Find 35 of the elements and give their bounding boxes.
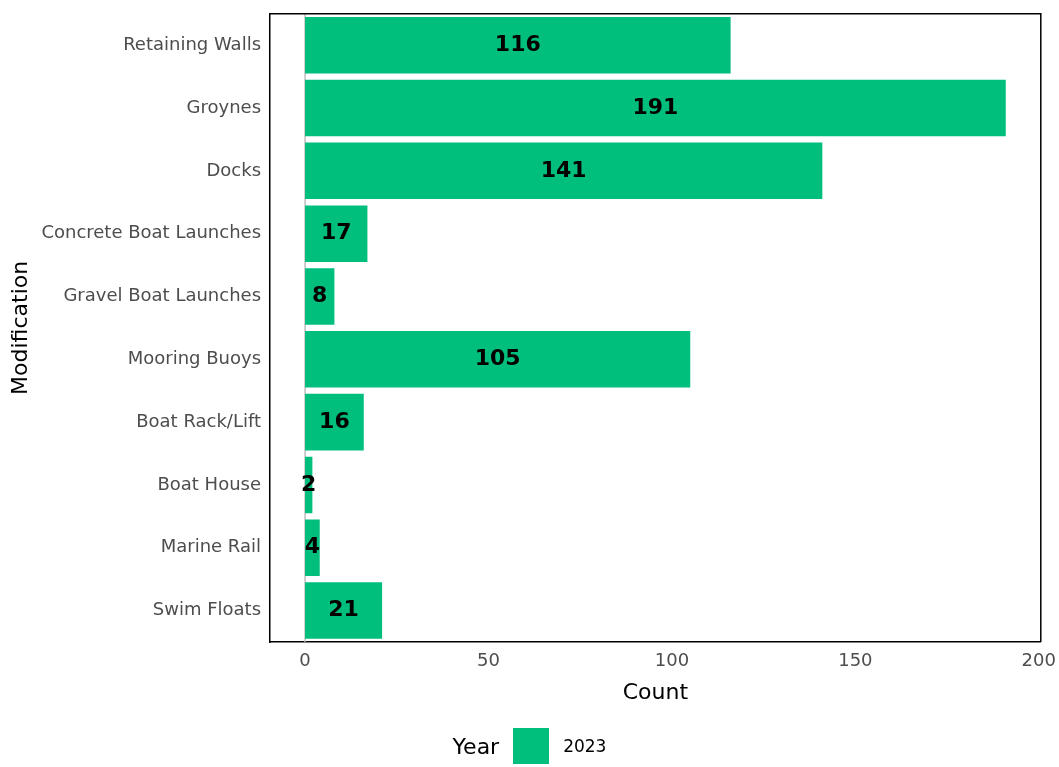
- y-tick-label: Groynes: [186, 95, 262, 117]
- bar: [305, 142, 823, 200]
- y-tick-label: Marine Rail: [160, 535, 262, 557]
- x-tick-label: 100: [654, 649, 690, 671]
- y-tick-label: Boat Rack/Lift: [136, 409, 262, 431]
- y-axis-title: Modification: [6, 260, 32, 395]
- data-label: 105: [474, 345, 521, 371]
- legend-label: 2023: [563, 736, 607, 756]
- data-label: 16: [319, 407, 350, 433]
- data-label: 191: [632, 93, 679, 119]
- y-tick-label: Mooring Buoys: [127, 346, 262, 368]
- legend-title: Year: [452, 733, 500, 759]
- bar: [305, 16, 731, 74]
- bar: [305, 331, 691, 388]
- data-label: 141: [540, 156, 587, 182]
- data-label: 4: [304, 533, 321, 559]
- x-tick-label: 200: [1021, 649, 1056, 671]
- x-tick-label: 0: [299, 649, 311, 671]
- x-tick-label: 50: [477, 649, 500, 671]
- y-tick-label: Boat House: [157, 472, 262, 494]
- data-label: 21: [328, 596, 359, 622]
- x-axis-title: Count: [622, 678, 689, 704]
- y-tick-label: Gravel Boat Launches: [63, 284, 262, 306]
- y-tick-label: Swim Floats: [152, 598, 262, 620]
- y-tick-label: Docks: [206, 158, 262, 180]
- x-tick-label: 150: [838, 649, 873, 671]
- bar: [305, 79, 1006, 137]
- y-tick-label: Retaining Walls: [123, 32, 262, 54]
- data-label: 116: [494, 30, 541, 56]
- bar: [305, 582, 383, 639]
- bar: [305, 205, 368, 262]
- data-label: 8: [312, 282, 328, 308]
- data-label: 17: [320, 219, 352, 245]
- y-tick-label: Concrete Boat Launches: [41, 221, 262, 243]
- bar: [305, 393, 364, 451]
